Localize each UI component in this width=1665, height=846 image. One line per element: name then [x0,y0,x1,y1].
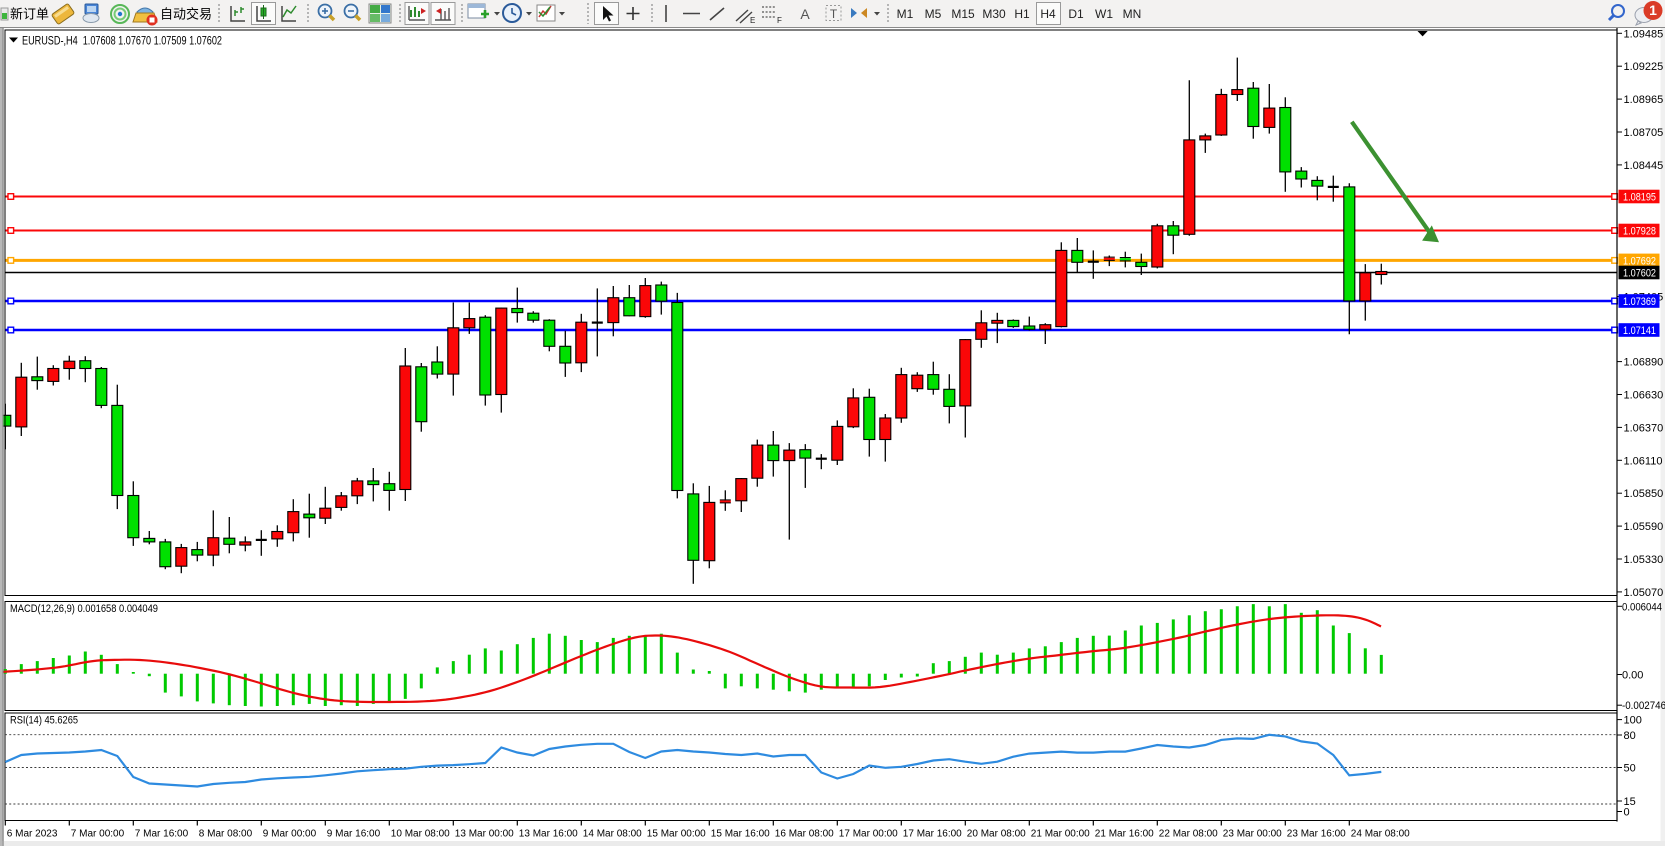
svg-text:1.07602: 1.07602 [1623,268,1656,280]
svg-text:1.09225: 1.09225 [1624,61,1664,73]
svg-text:W1: W1 [1095,7,1113,21]
svg-text:T: T [830,7,838,21]
svg-text:1.07928: 1.07928 [1623,226,1656,238]
svg-text:E: E [750,16,755,25]
svg-text:1.05070: 1.05070 [1624,587,1664,599]
svg-text:50: 50 [1624,763,1636,775]
svg-text:MACD(12,26,9) 0.001658 0.00404: MACD(12,26,9) 0.001658 0.004049 [10,603,158,615]
svg-text:M1: M1 [897,7,914,21]
svg-text:8 Mar 08:00: 8 Mar 08:00 [199,829,253,840]
svg-text:15: 15 [1624,796,1636,808]
svg-text:1.07369: 1.07369 [1623,296,1656,308]
svg-text:EURUSD-,H4 1.07608 1.07670 1.: EURUSD-,H4 1.07608 1.07670 1.07509 1.076… [22,36,222,48]
svg-text:1.06890: 1.06890 [1624,357,1664,369]
svg-text:13 Mar 00:00: 13 Mar 00:00 [455,829,514,840]
svg-text:22 Mar 08:00: 22 Mar 08:00 [1159,829,1218,840]
svg-text:24 Mar 08:00: 24 Mar 08:00 [1351,829,1410,840]
svg-text:-0.002746: -0.002746 [1622,700,1665,712]
svg-text:13 Mar 16:00: 13 Mar 16:00 [519,829,578,840]
svg-text:21 Mar 00:00: 21 Mar 00:00 [1031,829,1090,840]
svg-text:1: 1 [1649,2,1657,18]
svg-text:1.07692: 1.07692 [1623,256,1656,268]
svg-text:1.08445: 1.08445 [1624,160,1664,172]
svg-text:1.07141: 1.07141 [1623,325,1656,337]
svg-text:9 Mar 16:00: 9 Mar 16:00 [327,829,381,840]
svg-text:F: F [777,16,782,25]
svg-text:1.06110: 1.06110 [1624,455,1663,467]
svg-text:17 Mar 16:00: 17 Mar 16:00 [903,829,962,840]
svg-text:0: 0 [1624,807,1630,819]
svg-text:1.05850: 1.05850 [1624,488,1664,500]
svg-text:M5: M5 [925,7,942,21]
svg-text:1.08965: 1.08965 [1624,94,1664,106]
svg-text:1.08195: 1.08195 [1623,192,1656,204]
svg-text:D1: D1 [1068,7,1084,21]
svg-text:17 Mar 00:00: 17 Mar 00:00 [839,829,898,840]
svg-text:7 Mar 00:00: 7 Mar 00:00 [71,829,125,840]
svg-text:RSI(14) 45.6265: RSI(14) 45.6265 [10,715,78,727]
svg-text:15 Mar 00:00: 15 Mar 00:00 [647,829,706,840]
svg-text:7 Mar 16:00: 7 Mar 16:00 [135,829,189,840]
svg-text:14 Mar 08:00: 14 Mar 08:00 [583,829,642,840]
svg-text:A: A [800,6,810,22]
svg-text:20 Mar 08:00: 20 Mar 08:00 [967,829,1026,840]
svg-text:1.08705: 1.08705 [1624,127,1664,139]
svg-text:MN: MN [1123,7,1142,21]
svg-text:16 Mar 08:00: 16 Mar 08:00 [775,829,834,840]
svg-text:80: 80 [1624,730,1636,742]
svg-text:M15: M15 [951,7,975,21]
svg-text:9 Mar 00:00: 9 Mar 00:00 [263,829,317,840]
svg-text:10 Mar 08:00: 10 Mar 08:00 [391,829,450,840]
svg-text:1.05330: 1.05330 [1624,554,1664,566]
svg-text:6 Mar 2023: 6 Mar 2023 [7,829,58,840]
svg-text:自动交易: 自动交易 [160,7,212,22]
svg-text:1.05590: 1.05590 [1624,521,1664,533]
svg-text:H1: H1 [1014,7,1030,21]
svg-text:21 Mar 16:00: 21 Mar 16:00 [1095,829,1154,840]
svg-text:1.09485: 1.09485 [1624,28,1664,40]
svg-text:1.06630: 1.06630 [1624,390,1664,402]
svg-text:1.06370: 1.06370 [1624,422,1664,434]
svg-text:15 Mar 16:00: 15 Mar 16:00 [711,829,770,840]
svg-text:23 Mar 00:00: 23 Mar 00:00 [1223,829,1282,840]
svg-text:23 Mar 16:00: 23 Mar 16:00 [1287,829,1346,840]
svg-text:H4: H4 [1040,7,1056,21]
svg-text:100: 100 [1624,715,1642,727]
svg-text:0.00: 0.00 [1622,670,1643,682]
svg-text:0.006044: 0.006044 [1622,601,1662,613]
svg-text:新订单: 新订单 [10,7,49,22]
svg-text:M30: M30 [982,7,1006,21]
